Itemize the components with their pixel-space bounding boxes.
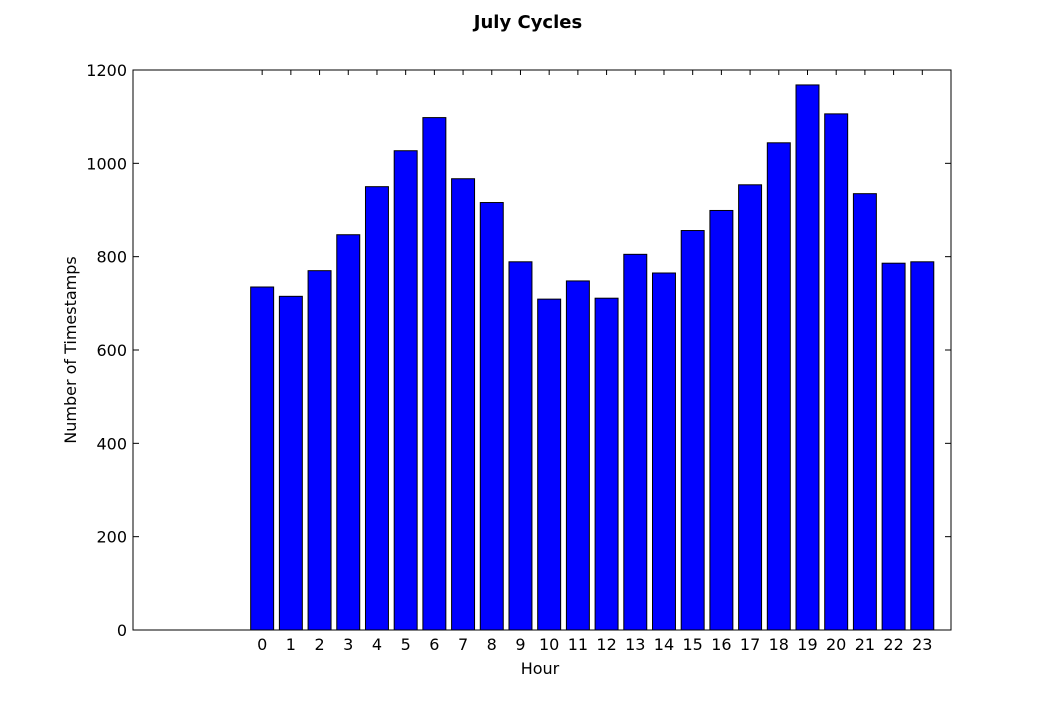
x-tick-label: 22: [883, 635, 903, 654]
y-tick-label: 400: [96, 434, 127, 453]
bar-hour-16: [709, 209, 734, 631]
bar-hour-11: [565, 280, 590, 631]
y-axis-label: Number of Timestamps: [61, 256, 80, 444]
x-tick-label: 0: [257, 635, 267, 654]
x-tick-label: 23: [912, 635, 932, 654]
x-tick-label: 10: [539, 635, 559, 654]
bar-hour-0: [250, 286, 275, 631]
bar-hour-7: [451, 178, 476, 631]
y-tick-label: 1000: [86, 154, 127, 173]
bar-hour-9: [508, 261, 533, 631]
x-tick-label: 18: [769, 635, 789, 654]
x-tick-label: 7: [458, 635, 468, 654]
x-tick-label: 4: [372, 635, 382, 654]
bar-hour-6: [422, 117, 447, 631]
x-tick-label: 16: [711, 635, 731, 654]
y-tick-label: 600: [96, 341, 127, 360]
bar-hour-23: [910, 261, 935, 631]
y-tick-label: 0: [117, 621, 127, 640]
x-tick-label: 5: [401, 635, 411, 654]
x-tick-label: 1: [286, 635, 296, 654]
bar-hour-20: [824, 113, 849, 631]
x-tick-label: 21: [855, 635, 875, 654]
bar-hour-21: [852, 193, 877, 631]
y-axis-ticks: 0 200 400 600 800 1000 1200: [86, 61, 951, 640]
y-tick-label: 1200: [86, 61, 127, 80]
x-tick-label: 15: [683, 635, 703, 654]
chart-title: July Cycles: [472, 12, 582, 33]
y-tick-label: 200: [96, 528, 127, 547]
x-tick-label: 2: [314, 635, 324, 654]
x-tick-label: 11: [568, 635, 588, 654]
bar-hour-19: [795, 84, 820, 631]
bar-hour-14: [652, 272, 676, 631]
bar-hour-17: [738, 184, 763, 631]
bar-hour-13: [623, 253, 648, 631]
bars: [250, 84, 935, 631]
y-tick-label: 800: [96, 248, 127, 267]
bar-hour-5: [393, 150, 418, 631]
x-tick-label: 13: [625, 635, 645, 654]
bar-hour-15: [680, 230, 705, 631]
bar-hour-12: [594, 297, 619, 631]
bar-hour-8: [479, 202, 504, 631]
x-tick-label: 6: [429, 635, 439, 654]
x-axis-ticks: 0 1 2 3 4 5 6 7 8 9 10 11 12 13 14 15 16 17 18 19 20 21 22 23: [257, 70, 932, 654]
bar-hour-4: [364, 186, 389, 631]
bar-hour-2: [307, 270, 332, 631]
bar-hour-10: [537, 298, 562, 631]
x-tick-label: 8: [487, 635, 497, 654]
x-axis-label: Hour: [521, 659, 560, 678]
x-tick-label: 20: [826, 635, 846, 654]
x-tick-label: 12: [596, 635, 616, 654]
x-tick-label: 3: [343, 635, 353, 654]
x-tick-label: 9: [515, 635, 525, 654]
bar-hour-3: [336, 234, 361, 631]
x-tick-label: 17: [740, 635, 760, 654]
bar-hour-18: [766, 142, 791, 631]
plot-frame: [132, 69, 952, 631]
bar-hour-22: [881, 262, 906, 631]
x-tick-label: 14: [654, 635, 674, 654]
x-tick-label: 19: [797, 635, 817, 654]
bar-hour-1: [278, 295, 303, 631]
